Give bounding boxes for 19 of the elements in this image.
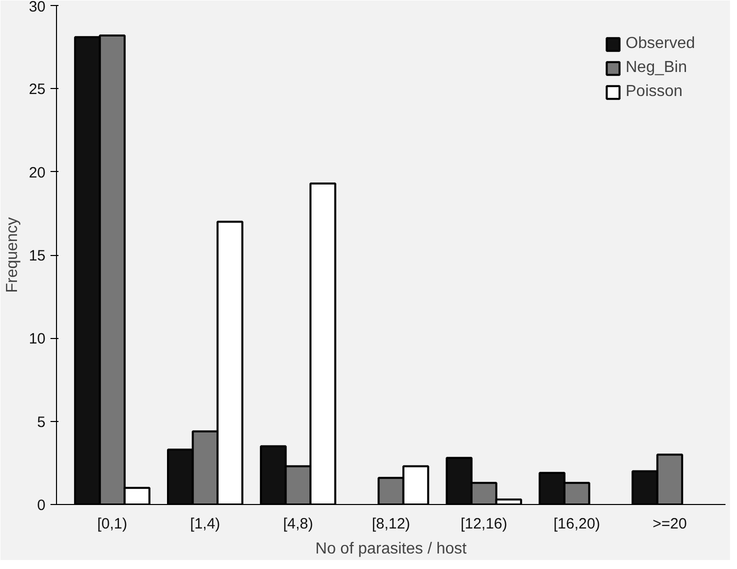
y-tick-label: 15 bbox=[28, 248, 46, 264]
y-tick-label: 20 bbox=[28, 164, 46, 182]
x-tick-label: [1,4) bbox=[190, 516, 220, 532]
x-axis-title: No of parasites / host bbox=[315, 540, 468, 558]
x-tick-label: [0,1) bbox=[97, 516, 128, 532]
x-tick-label: [8,12) bbox=[372, 516, 410, 532]
y-tick-label: 25 bbox=[28, 81, 46, 98]
y-tick-label: 0 bbox=[37, 497, 46, 514]
x-tick-label: [4,8) bbox=[283, 516, 314, 532]
y-tick-label: 5 bbox=[37, 414, 46, 431]
x-tick-label: >=20 bbox=[652, 516, 687, 532]
legend-label: Poisson bbox=[626, 83, 683, 101]
x-tick-label: [12,16) bbox=[460, 516, 508, 532]
y-tick-label: 30 bbox=[28, 0, 46, 16]
legend-label: Observed bbox=[626, 35, 695, 53]
x-tick-label: [16,20) bbox=[553, 516, 600, 532]
y-tick-label: 10 bbox=[28, 330, 46, 348]
y-axis-title: Frequency bbox=[4, 217, 21, 293]
legend-label: Neg_Bin bbox=[626, 59, 687, 77]
